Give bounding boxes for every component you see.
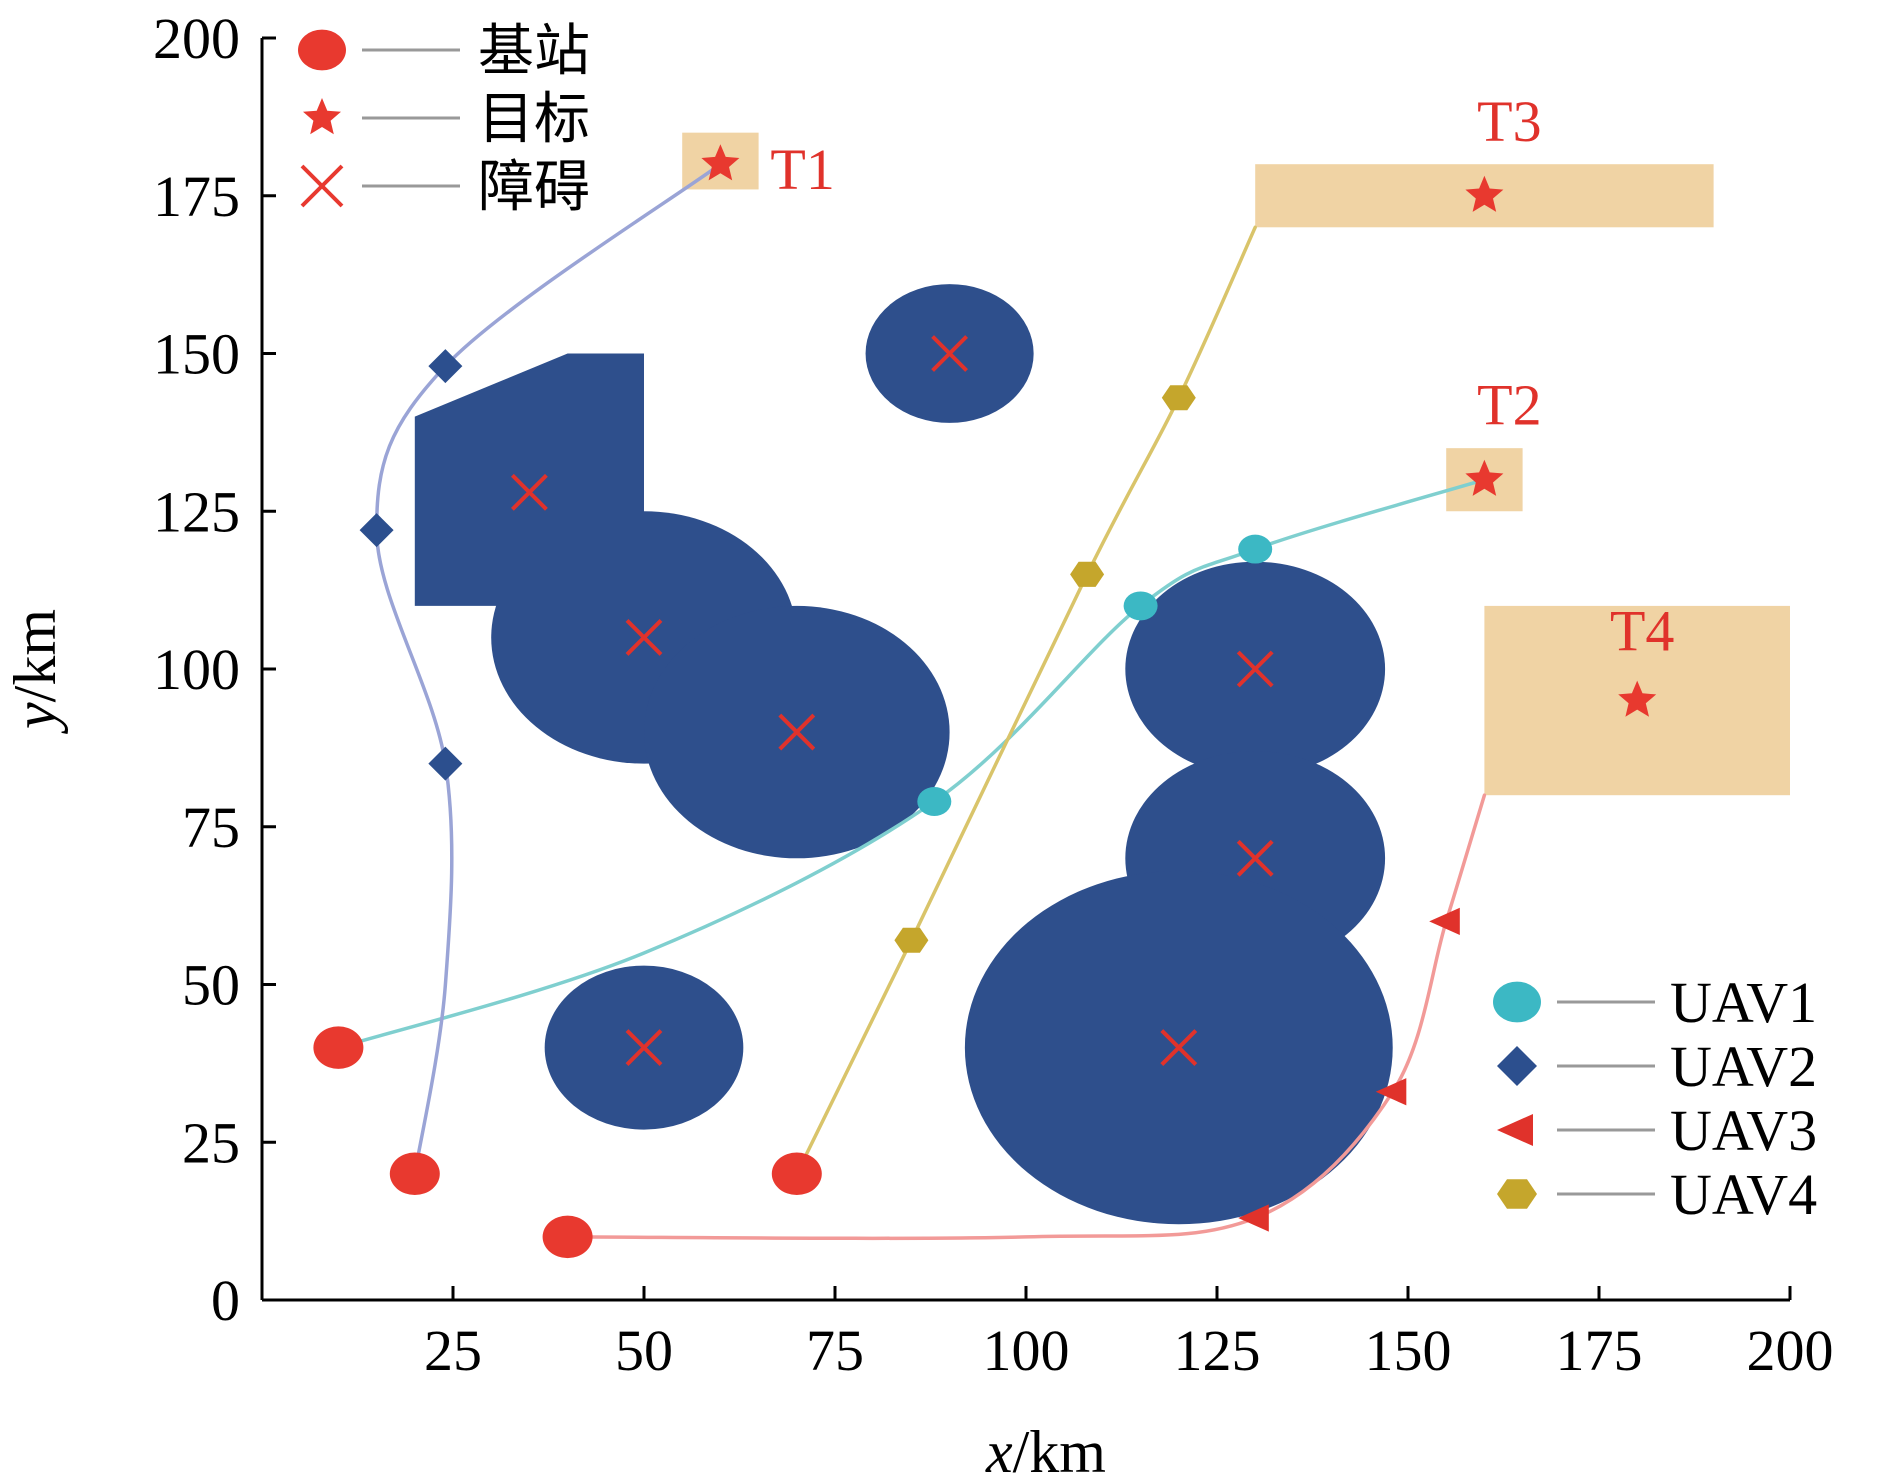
legend-top-symbol-3 xyxy=(300,164,344,208)
base-station-4 xyxy=(542,1215,593,1259)
uav3-marker-1 xyxy=(1238,1204,1269,1232)
target-star-t4 xyxy=(1618,680,1657,717)
legend-bottom-symbol-4 xyxy=(1497,1179,1537,1209)
target-label-t1: T1 xyxy=(770,137,834,202)
obstacle-cross-7 xyxy=(1160,1029,1198,1067)
legend-bottom-symbol-1 xyxy=(1493,981,1541,1023)
y-tick-label-200: 200 xyxy=(153,6,240,71)
target-label-t2: T2 xyxy=(1477,373,1541,438)
target-label-t3: T3 xyxy=(1477,89,1541,154)
target-areas xyxy=(682,132,1790,796)
x-axis-title-unit: /km xyxy=(1013,1419,1106,1480)
base-station-1 xyxy=(313,1026,364,1069)
uav3-marker-2 xyxy=(1375,1078,1407,1106)
uav1-marker-2 xyxy=(1123,591,1158,621)
obstacle-cross-3-stroke-b xyxy=(625,619,663,656)
legend-top-symbol-3-stroke-b xyxy=(300,164,344,208)
y-tick-label-25: 25 xyxy=(182,1110,240,1175)
y-tick-label-175: 175 xyxy=(153,164,240,229)
y-tick-label-75: 75 xyxy=(182,795,240,860)
uav1-path xyxy=(336,477,1487,1050)
x-tick-label-175: 175 xyxy=(1556,1318,1643,1383)
legend-bottom-label-1: UAV1 xyxy=(1670,970,1817,1035)
y-tick-label-100: 100 xyxy=(153,637,240,702)
x-tick-label-75: 75 xyxy=(806,1318,864,1383)
y-axis-title-unit: /km xyxy=(2,609,68,702)
legend-top-label-1: 基站 xyxy=(478,19,590,84)
x-tick-label-150: 150 xyxy=(1365,1318,1452,1383)
obstacle-cross-8-stroke-b xyxy=(625,1029,663,1067)
obstacle-cross-2 xyxy=(510,473,548,511)
axes: 0 25 50 75 100 125 150 175 200 25 50 75 100 125 150 175… xyxy=(2,6,1834,1480)
uav2-marker-1 xyxy=(428,746,463,781)
uav4-marker-2 xyxy=(1070,561,1105,587)
obstacle-cross-4 xyxy=(778,713,816,751)
obstacle-cross-8 xyxy=(625,1029,663,1067)
obstacle-cross-5 xyxy=(1236,650,1274,688)
legend-bottom-item-4: UAV4 xyxy=(1497,1162,1817,1227)
target-star-t1 xyxy=(701,144,740,181)
target-star-t3 xyxy=(1465,175,1504,212)
y-tick-label-150: 150 xyxy=(153,322,240,387)
y-tick-label-0: 0 xyxy=(211,1268,240,1333)
x-tick-label-200: 200 xyxy=(1747,1318,1834,1383)
y-tick-label-125: 125 xyxy=(153,479,240,544)
target-label-t4: T4 xyxy=(1610,599,1674,664)
obstacle-cross-6-stroke-b xyxy=(1236,839,1274,877)
x-axis-title: x/km xyxy=(985,1419,1106,1480)
legend-bottom-item-1: UAV1 xyxy=(1493,970,1817,1035)
obstacle-cross-5-stroke-b xyxy=(1236,650,1274,688)
obstacle-cross-7-stroke-b xyxy=(1160,1029,1198,1067)
legend-bottom-label-4: UAV4 xyxy=(1670,1162,1817,1227)
legend-top-item-1: 基站 xyxy=(298,19,590,84)
uav3-marker-3 xyxy=(1429,907,1460,935)
base-station-2 xyxy=(389,1152,440,1196)
legend-top-label-2: 目标 xyxy=(478,87,590,152)
legend-top-symbol-2 xyxy=(303,98,341,135)
legend-bottom-item-3: UAV3 xyxy=(1497,1098,1817,1163)
uav4-marker-1 xyxy=(894,927,929,953)
obstacle-cross-2-stroke-b xyxy=(510,473,548,511)
uav2-path xyxy=(374,162,723,1176)
obstacle-cross-4-stroke-b xyxy=(778,713,816,751)
obstacle-polygon-1 xyxy=(414,353,644,606)
legend-bottom-symbol-2 xyxy=(1497,1046,1537,1086)
x-tick-label-25: 25 xyxy=(424,1318,482,1383)
y-tick-label-50: 50 xyxy=(182,953,240,1018)
y-axis-title-var: y xyxy=(2,702,68,735)
base-station-3 xyxy=(771,1152,822,1196)
legend-bottom-label-2: UAV2 xyxy=(1670,1034,1817,1099)
uav2-marker-2 xyxy=(359,513,394,548)
uav2-marker-3 xyxy=(428,349,463,384)
obstacle-cross-1-stroke-b xyxy=(931,335,969,372)
legend-bottom-item-2: UAV2 xyxy=(1497,1034,1817,1099)
obstacles xyxy=(414,284,1393,1225)
markers: T1 T2 T3 T4 xyxy=(313,89,1674,1259)
x-tick-label-50: 50 xyxy=(615,1318,673,1383)
uav4-path xyxy=(795,225,1257,1176)
obstacle-cross-6 xyxy=(1236,839,1274,877)
legend-top-symbol-1 xyxy=(298,29,346,71)
target-star-t2 xyxy=(1465,459,1504,496)
uav4-marker-3 xyxy=(1161,385,1196,411)
uav1-marker-1 xyxy=(917,787,952,816)
x-tick-label-125: 125 xyxy=(1174,1318,1261,1383)
x-tick-label-100: 100 xyxy=(983,1318,1070,1383)
obstacle-cross-3 xyxy=(625,619,663,656)
legend-bottom-symbol-3 xyxy=(1497,1114,1533,1146)
legend-bottom-label-3: UAV3 xyxy=(1670,1098,1817,1163)
legend-top-item-2: 目标 xyxy=(303,87,590,152)
x-axis-title-var: x xyxy=(985,1419,1013,1480)
y-axis-title: y/km xyxy=(2,609,68,735)
legend-top-label-3: 障碍 xyxy=(478,155,590,220)
legend-top-item-3: 障碍 xyxy=(300,155,590,220)
obstacle-cross-1 xyxy=(931,335,969,372)
uav1-marker-3 xyxy=(1238,534,1273,564)
